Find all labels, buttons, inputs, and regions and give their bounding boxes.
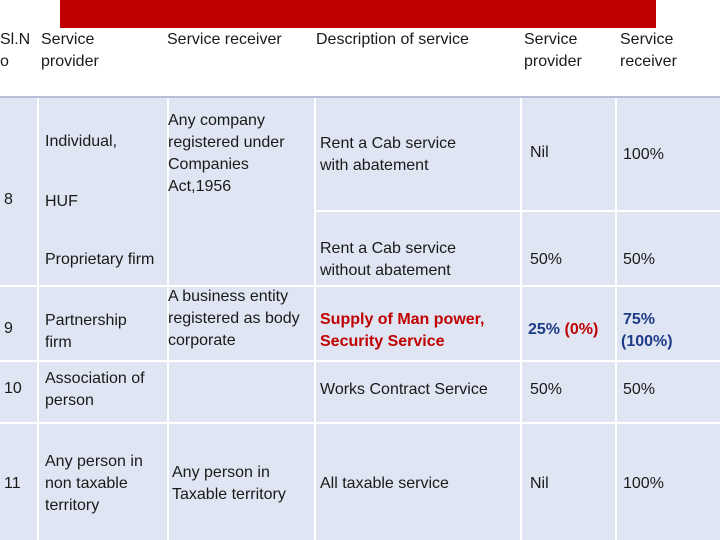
row-8-sl-no: 8 [4,191,13,208]
header-service-receiver: Service receiver [167,31,282,48]
row-11-desc: All taxable service [320,475,449,492]
header-rule [0,96,720,98]
header-pct-service-receiver: Service receiver [620,31,677,70]
row-9-sr-main: 75% [623,311,656,328]
header-description: Description of service [316,31,469,48]
row-11-provider: Any person in non taxable territory [45,453,143,514]
col-divider [167,98,169,540]
row-divider [0,285,720,287]
row-11-sp: Nil [530,475,549,492]
row-divider [0,360,720,362]
row-9-sl-no: 9 [4,320,13,337]
header-service-provider: Service provider [41,31,99,70]
row-9-sp: 25% (0%) [528,319,598,341]
header-pct-service-provider: Service provider [524,31,582,70]
row-8-sr-with-abatement: 100% [623,146,664,163]
col-divider [37,98,39,540]
col-divider [520,28,522,540]
row-9-receiver: A business entity registered as body cor… [168,288,300,349]
row-9-sr-paren: (100%) [621,333,673,350]
row-9-sp-main: 25% [528,321,561,338]
row-8-sp-with-abatement: Nil [530,144,549,161]
title-bar [60,0,656,28]
row-10-sl-no: 10 [4,380,22,397]
row-11-sl-no: 11 [4,475,21,492]
row-10-sp: 50% [530,381,563,398]
row-10-sr: 50% [623,381,656,398]
col-divider [615,28,617,540]
row-10-desc: Works Contract Service [320,381,488,398]
row-9-desc: Supply of Man power, Security Service [320,311,485,350]
row-10-provider: Association of person [45,370,145,409]
row-9-sp-paren: (0%) [564,321,599,338]
row-divider [0,422,720,424]
row-11-sr: 100% [623,475,664,492]
row-divider [314,210,720,212]
row-8-provider-individual: Individual, [45,133,118,150]
row-8-sr-without-abatement: 50% [623,251,656,268]
col-divider [314,98,316,540]
row-8-provider-huf: HUF [45,193,78,210]
table-body [0,98,720,540]
row-8-sp-without-abatement: 50% [530,251,563,268]
row-8-receiver: Any company registered under Companies A… [168,112,285,195]
row-9-provider: Partnership firm [45,312,127,351]
row-8-provider-proprietary: Proprietary firm [45,251,155,268]
row-8-desc-without-abatement: Rent a Cab service without abatement [320,240,457,279]
row-11-receiver: Any person in Taxable territory [172,464,286,503]
header-sl-no: Sl.N o [0,31,31,70]
row-8-desc-with-abatement: Rent a Cab service with abatement [320,135,457,174]
